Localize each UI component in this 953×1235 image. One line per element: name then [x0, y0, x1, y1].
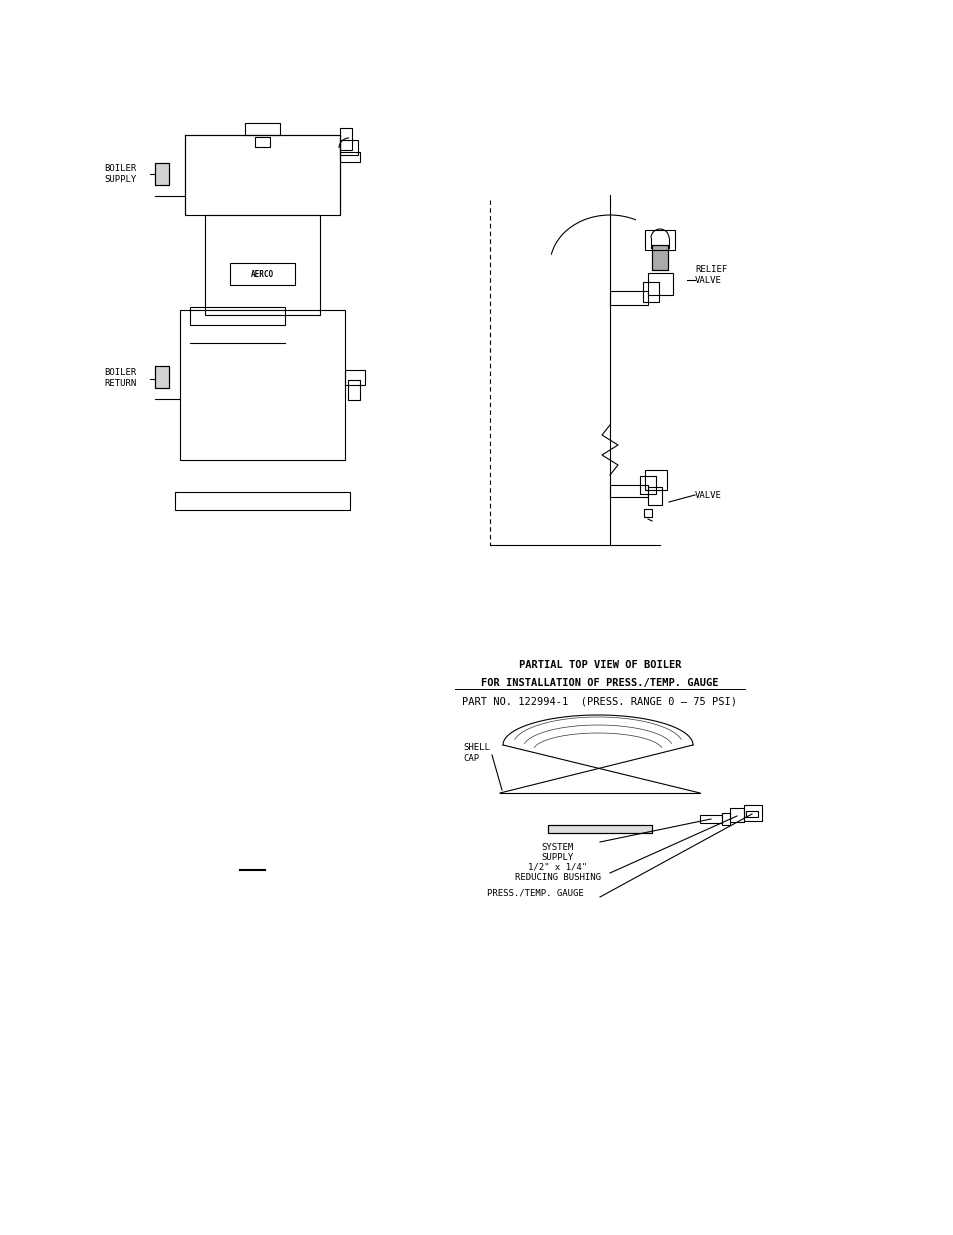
Bar [345, 370, 365, 385]
Bar [185, 135, 339, 215]
Text: VALVE: VALVE [695, 490, 721, 499]
Text: SYSTEM
SUPPLY: SYSTEM SUPPLY [541, 844, 574, 862]
Text: PRESS./TEMP. GAUGE: PRESS./TEMP. GAUGE [486, 889, 583, 898]
Bar [609, 291, 647, 305]
Bar [700, 815, 721, 823]
Bar [190, 308, 285, 325]
Bar [348, 380, 359, 400]
Bar [180, 310, 345, 459]
Bar [647, 273, 672, 295]
Text: PART NO. 122994-1  (PRESS. RANGE 0 – 75 PSI): PART NO. 122994-1 (PRESS. RANGE 0 – 75 P… [462, 697, 737, 706]
Text: BOILER
RETURN: BOILER RETURN [105, 368, 137, 388]
Text: SHELL
CAP: SHELL CAP [462, 743, 490, 763]
Bar [174, 492, 350, 510]
Bar [609, 485, 647, 496]
Text: PARTIAL TOP VIEW OF BOILER: PARTIAL TOP VIEW OF BOILER [518, 659, 680, 671]
Text: AERCO: AERCO [251, 269, 274, 279]
Bar [254, 137, 270, 147]
Bar [339, 152, 359, 162]
Bar [154, 163, 169, 185]
Bar [245, 124, 280, 135]
Bar [230, 263, 294, 285]
Bar [205, 215, 319, 315]
Bar [729, 808, 743, 823]
Text: RELIEF
VALVE: RELIEF VALVE [695, 266, 726, 285]
Text: BOILER
SUPPLY: BOILER SUPPLY [105, 164, 137, 184]
Bar [154, 366, 169, 388]
Bar [721, 813, 729, 825]
Bar [745, 811, 758, 818]
Bar [547, 825, 651, 832]
Bar [651, 245, 667, 270]
Bar [743, 805, 761, 821]
Text: 1/2" x 1/4"
REDUCING BUSHING: 1/2" x 1/4" REDUCING BUSHING [515, 863, 600, 882]
Bar [651, 245, 667, 270]
Bar [547, 825, 651, 832]
Bar [644, 471, 666, 490]
Bar [643, 509, 651, 517]
Bar [639, 475, 656, 494]
Bar [339, 140, 357, 156]
Bar [647, 487, 661, 505]
Bar [644, 230, 675, 249]
Bar [154, 163, 169, 185]
Bar [642, 282, 659, 303]
Text: FOR INSTALLATION OF PRESS./TEMP. GAUGE: FOR INSTALLATION OF PRESS./TEMP. GAUGE [480, 678, 718, 688]
Bar [154, 366, 169, 388]
Bar [339, 128, 352, 149]
